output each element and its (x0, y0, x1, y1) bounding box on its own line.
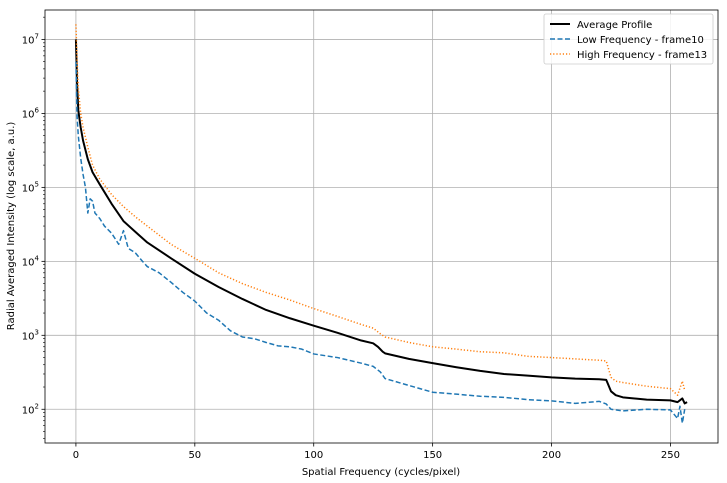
y-tick-label: 104 (22, 254, 40, 268)
y-axis-label: Radial Averaged Intensity (log scale, a.… (6, 122, 17, 331)
x-tick-label: 250 (661, 450, 680, 461)
grid (45, 10, 718, 443)
x-tick-label: 150 (423, 450, 442, 461)
legend-label-2: Low Frequency - frame10 (577, 35, 704, 46)
x-tick-label: 0 (73, 450, 79, 461)
y-tick-label: 107 (22, 32, 39, 46)
x-axis-label: Spatial Frequency (cycles/pixel) (302, 467, 460, 478)
plot-frame (44, 9, 719, 444)
series-line-3 (75, 24, 686, 396)
y-tick-label: 102 (22, 402, 39, 416)
x-tick-label: 100 (304, 450, 323, 461)
y-axis-ticks: 102 103 104 105 106 107 (22, 16, 45, 440)
series-line-2 (75, 61, 686, 424)
x-tick-label: 50 (188, 450, 201, 461)
legend-box (543, 13, 714, 65)
y-tick-label: 103 (22, 328, 39, 342)
legend: Average Profile Low Frequency - frame10 Hi… (543, 13, 714, 65)
y-tick-label: 106 (22, 106, 40, 120)
legend-label-3: High Frequency - frame13 (577, 50, 707, 61)
x-tick-label: 200 (542, 450, 561, 461)
series-line-1 (74, 39, 688, 405)
legend-label-1: Average Profile (577, 20, 652, 31)
y-tick-label: 105 (22, 180, 39, 194)
series-group (74, 24, 688, 424)
x-axis-ticks: 0 50 100 150 200 250 (73, 443, 680, 461)
